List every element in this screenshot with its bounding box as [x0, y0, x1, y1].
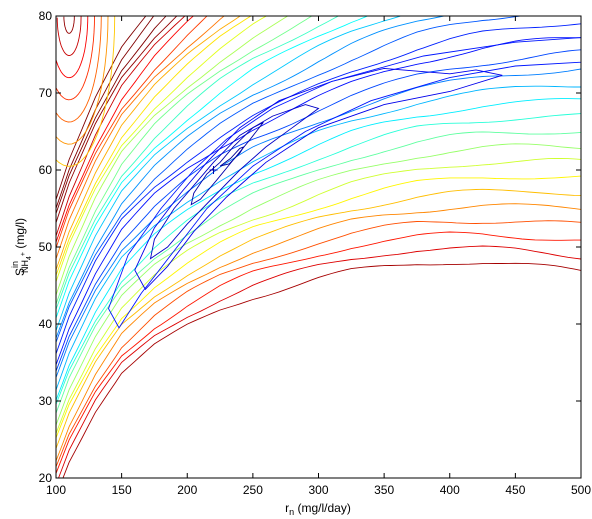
- contour-line: [56, 49, 581, 373]
- contour-line-top-left: [63, 16, 75, 34]
- y-axis-ticks: 20 30 40 50 60 70 80: [39, 9, 581, 485]
- contour-line: [56, 231, 581, 475]
- x-tick-label: 250: [243, 483, 263, 497]
- contour-line: [56, 98, 581, 402]
- contour-line: [56, 16, 195, 244]
- contour-line: [56, 16, 208, 250]
- y-axis-label: SinNH4+ (mg/l): [10, 218, 33, 276]
- contour-line: [56, 16, 403, 333]
- x-tick-label: 100: [46, 483, 66, 497]
- contour-line-top-left: [56, 16, 95, 101]
- y-tick-label: 30: [39, 394, 53, 408]
- x-tick-label: 450: [505, 483, 525, 497]
- contour-line: [56, 16, 225, 261]
- x-tick-label: 200: [177, 483, 197, 497]
- minimum-plus-mark: [209, 166, 218, 174]
- y-tick-label: 40: [39, 317, 53, 331]
- contour-line: [56, 16, 155, 210]
- contour-lines: [56, 16, 581, 478]
- x-axis-ticks: 100 150 200 250 300 350 400 450 500: [46, 16, 591, 497]
- y-tick-label: 50: [39, 240, 53, 254]
- y-tick-label: 20: [39, 471, 53, 485]
- contour-line-minimum: [190, 121, 264, 206]
- contour-line: [56, 16, 178, 225]
- contour-line-minimum: [149, 104, 320, 260]
- contour-line-top-left: [56, 16, 102, 123]
- contour-line: [56, 16, 147, 202]
- contour-line: [56, 158, 581, 435]
- contour-line: [56, 16, 167, 215]
- contour-line-top-left: [56, 16, 116, 167]
- contour-line: [56, 16, 340, 311]
- contour-line: [56, 175, 581, 440]
- contour-line: [56, 188, 581, 450]
- contour-line-minimum: [108, 37, 581, 329]
- contour-line-minimum: [134, 67, 503, 291]
- x-tick-label: 150: [112, 483, 132, 497]
- x-tick-label: 350: [374, 483, 394, 497]
- y-tick-label: 70: [39, 86, 53, 100]
- contour-line: [56, 131, 581, 415]
- contour-line: [58, 245, 581, 478]
- contour-line: [56, 16, 289, 297]
- contour-line: [56, 203, 581, 463]
- contour-line-top-left: [56, 16, 89, 79]
- x-tick-label: 400: [440, 483, 460, 497]
- contour-line: [56, 16, 313, 306]
- contour-line: [56, 16, 242, 272]
- contour-line: [56, 16, 252, 277]
- contour-line-top-left: [56, 16, 109, 145]
- y-tick-label: 80: [39, 9, 53, 23]
- x-tick-label: 300: [308, 483, 328, 497]
- x-axis-label: rn (mg/l/day): [285, 501, 351, 517]
- contour-line: [56, 143, 581, 427]
- contour-line: [56, 23, 581, 356]
- contour-line: [56, 220, 581, 469]
- contour-line: [56, 68, 581, 379]
- contour-line: [56, 16, 186, 238]
- plot-background: [56, 16, 581, 478]
- contour-line: [62, 262, 581, 478]
- x-tick-label: 500: [571, 483, 591, 497]
- contour-line: [56, 16, 268, 284]
- contour-line-top-left: [56, 16, 82, 56]
- contour-line: [56, 16, 447, 340]
- contour-line: [56, 113, 581, 406]
- contour-line: [56, 16, 369, 320]
- minimum-marker: [209, 166, 218, 174]
- contour-line: [56, 85, 581, 392]
- y-tick-label: 60: [39, 163, 53, 177]
- contour-line: [56, 16, 524, 344]
